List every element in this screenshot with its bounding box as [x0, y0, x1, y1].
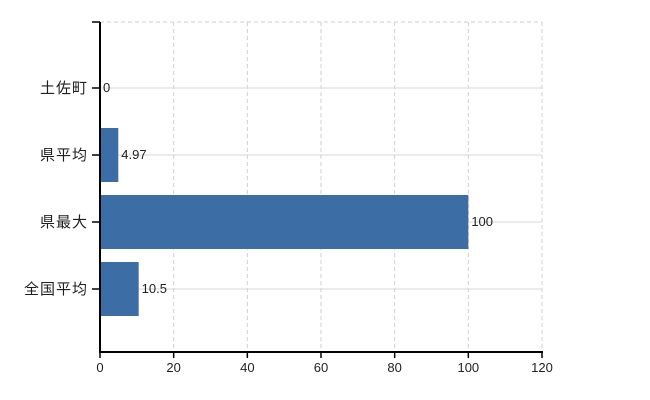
value-label: 0: [103, 80, 110, 95]
category-label: 県平均: [40, 147, 88, 164]
x-tick-label: 0: [96, 360, 103, 375]
x-tick-label: 120: [531, 360, 553, 375]
value-label: 100: [471, 214, 493, 229]
value-label: 10.5: [142, 281, 167, 296]
bar: [100, 262, 139, 316]
category-label: 県最大: [40, 214, 88, 231]
value-label: 4.97: [121, 147, 146, 162]
x-tick-label: 80: [387, 360, 401, 375]
x-tick-label: 100: [457, 360, 479, 375]
bar: [100, 128, 119, 182]
bar: [100, 195, 469, 249]
x-tick-label: 40: [240, 360, 254, 375]
x-tick-label: 20: [166, 360, 180, 375]
x-tick-label: 60: [314, 360, 328, 375]
category-label: 全国平均: [24, 280, 88, 298]
category-label: 土佐町: [40, 80, 88, 97]
